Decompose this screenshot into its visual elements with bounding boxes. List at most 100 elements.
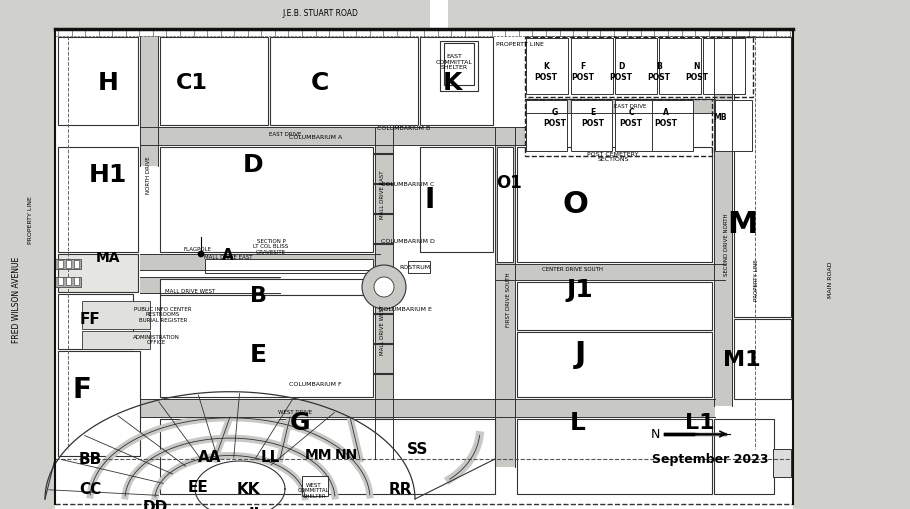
- Text: COLUMBARIUM A: COLUMBARIUM A: [289, 135, 343, 140]
- Bar: [408, 262, 430, 273]
- Bar: [205, 260, 373, 273]
- Text: FLAGPOLE: FLAGPOLE: [184, 247, 212, 252]
- Text: F: F: [73, 375, 91, 403]
- Text: C1: C1: [176, 73, 208, 93]
- Bar: [140, 399, 715, 417]
- Bar: [497, 148, 513, 263]
- Text: MALL DRIVE WEST: MALL DRIVE WEST: [380, 304, 386, 354]
- Bar: [703, 39, 745, 95]
- Bar: [58, 254, 138, 293]
- Text: NN: NN: [334, 447, 358, 461]
- Bar: [715, 101, 752, 152]
- Bar: [517, 332, 712, 397]
- Bar: [526, 101, 567, 152]
- Text: MM: MM: [304, 447, 332, 461]
- Bar: [58, 38, 138, 126]
- Bar: [714, 419, 774, 494]
- Bar: [517, 282, 712, 330]
- Text: J1: J1: [567, 277, 593, 301]
- Bar: [160, 148, 373, 252]
- Text: EAST DRIVE: EAST DRIVE: [614, 104, 646, 109]
- Text: ADMINISTRATION
OFFICE: ADMINISTRATION OFFICE: [133, 334, 179, 345]
- Text: PROPERTY LINE: PROPERTY LINE: [27, 195, 33, 243]
- Text: COLUMBARIUM C: COLUMBARIUM C: [381, 182, 435, 187]
- Text: L: L: [570, 410, 586, 434]
- Bar: [793, 30, 910, 509]
- Text: N: N: [651, 428, 660, 441]
- Text: NORTH DRIVE: NORTH DRIVE: [146, 156, 150, 193]
- Bar: [160, 295, 373, 397]
- Text: O: O: [562, 190, 588, 219]
- Text: WEST
COMMITTAL
SHELTER: WEST COMMITTAL SHELTER: [298, 482, 329, 498]
- Text: BB: BB: [78, 451, 102, 467]
- Bar: [55, 30, 793, 509]
- Text: A: A: [222, 247, 234, 262]
- Text: B
POST: B POST: [648, 62, 671, 81]
- Bar: [440, 42, 478, 92]
- Circle shape: [362, 266, 406, 309]
- Bar: [420, 148, 493, 252]
- Bar: [66, 277, 71, 286]
- Text: EAST DRIVE: EAST DRIVE: [268, 132, 301, 137]
- Text: MALL DRIVE EAST: MALL DRIVE EAST: [380, 171, 386, 219]
- Text: L1: L1: [685, 412, 715, 432]
- Bar: [140, 254, 380, 270]
- Text: September 2023: September 2023: [652, 453, 768, 466]
- Bar: [74, 277, 79, 286]
- Text: C
POST: C POST: [620, 108, 642, 127]
- Bar: [659, 39, 701, 95]
- Bar: [140, 277, 280, 293]
- Bar: [375, 128, 393, 272]
- Text: E: E: [249, 343, 267, 366]
- Text: COLUMBARIUM D: COLUMBARIUM D: [381, 239, 435, 244]
- Text: H1: H1: [89, 163, 127, 187]
- Bar: [420, 38, 493, 126]
- Text: N
POST: N POST: [685, 62, 709, 81]
- Bar: [517, 419, 712, 494]
- Bar: [58, 294, 133, 349]
- Text: MA: MA: [96, 250, 120, 265]
- Text: WEST DRIVE: WEST DRIVE: [278, 410, 312, 415]
- Text: K
POST: K POST: [534, 62, 558, 81]
- Bar: [615, 101, 656, 152]
- Text: PUBLIC INFO CENTER
RESTROOMS
BURIAL REGISTER: PUBLIC INFO CENTER RESTROOMS BURIAL REGI…: [135, 306, 192, 323]
- Text: D: D: [243, 153, 263, 177]
- Text: G
POST: G POST: [543, 108, 567, 127]
- Text: A
POST: A POST: [654, 108, 678, 127]
- Text: FF: FF: [80, 312, 100, 327]
- Text: C: C: [311, 71, 329, 95]
- Text: JJ: JJ: [249, 506, 260, 509]
- Bar: [495, 128, 515, 467]
- Bar: [66, 261, 71, 268]
- Text: CC: CC: [79, 482, 101, 496]
- Bar: [58, 148, 138, 252]
- Text: MAIN ROAD: MAIN ROAD: [827, 261, 833, 298]
- Text: O1: O1: [496, 174, 521, 191]
- Text: EAST
COMMITTAL
SHELTER: EAST COMMITTAL SHELTER: [436, 53, 472, 70]
- Bar: [444, 44, 474, 86]
- Circle shape: [374, 277, 394, 297]
- Bar: [270, 38, 418, 126]
- Bar: [793, 0, 910, 30]
- Bar: [58, 277, 63, 286]
- Text: ROSTRUM: ROSTRUM: [399, 265, 430, 270]
- Bar: [526, 39, 568, 95]
- Text: KK: KK: [237, 482, 259, 496]
- Text: PROPERTY LINE: PROPERTY LINE: [754, 259, 760, 300]
- Text: MALL DRIVE WEST: MALL DRIVE WEST: [165, 289, 215, 294]
- Bar: [495, 265, 725, 280]
- Text: MALL DRIVE EAST: MALL DRIVE EAST: [204, 255, 252, 260]
- Bar: [430, 0, 448, 30]
- Bar: [55, 260, 81, 269]
- Text: H: H: [97, 71, 118, 95]
- Bar: [734, 319, 791, 399]
- Bar: [525, 38, 753, 98]
- Text: AA: AA: [198, 449, 222, 465]
- Text: DD: DD: [142, 499, 167, 509]
- Bar: [82, 301, 150, 329]
- Bar: [525, 100, 712, 157]
- Bar: [773, 449, 791, 477]
- Bar: [571, 101, 612, 152]
- Circle shape: [198, 251, 204, 258]
- Bar: [140, 37, 158, 166]
